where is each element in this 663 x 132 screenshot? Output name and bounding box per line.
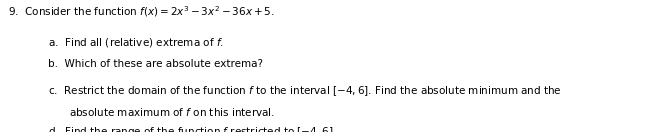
Text: d.  Find the range of the function $f$ restricted to $[-4, 6]$.: d. Find the range of the function $f$ re… [48, 125, 336, 132]
Text: b.  Which of these are absolute extrema?: b. Which of these are absolute extrema? [48, 59, 263, 69]
Text: absolute maximum of $f$ on this interval.: absolute maximum of $f$ on this interval… [69, 106, 275, 118]
Text: c.  Restrict the domain of the function $f$ to the interval $[-4, 6]$. Find the : c. Restrict the domain of the function $… [48, 84, 562, 98]
Text: 9.  Consider the function $f(x) = 2x^3 - 3x^2 - 36x + 5.$: 9. Consider the function $f(x) = 2x^3 - … [8, 4, 274, 19]
Text: a.  Find all (relative) extrema of $f$.: a. Find all (relative) extrema of $f$. [48, 36, 223, 49]
